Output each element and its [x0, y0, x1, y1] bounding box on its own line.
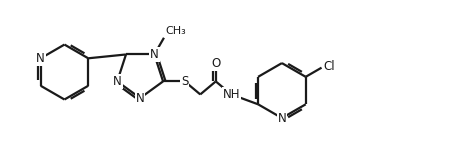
Text: N: N [136, 92, 145, 105]
Text: CH₃: CH₃ [165, 26, 186, 36]
Text: Cl: Cl [324, 60, 335, 73]
Text: N: N [36, 52, 45, 65]
Text: N: N [150, 48, 159, 61]
Text: N: N [113, 75, 121, 88]
Text: S: S [181, 75, 188, 88]
Text: N: N [278, 112, 286, 125]
Text: NH: NH [223, 88, 240, 101]
Text: O: O [211, 57, 220, 70]
